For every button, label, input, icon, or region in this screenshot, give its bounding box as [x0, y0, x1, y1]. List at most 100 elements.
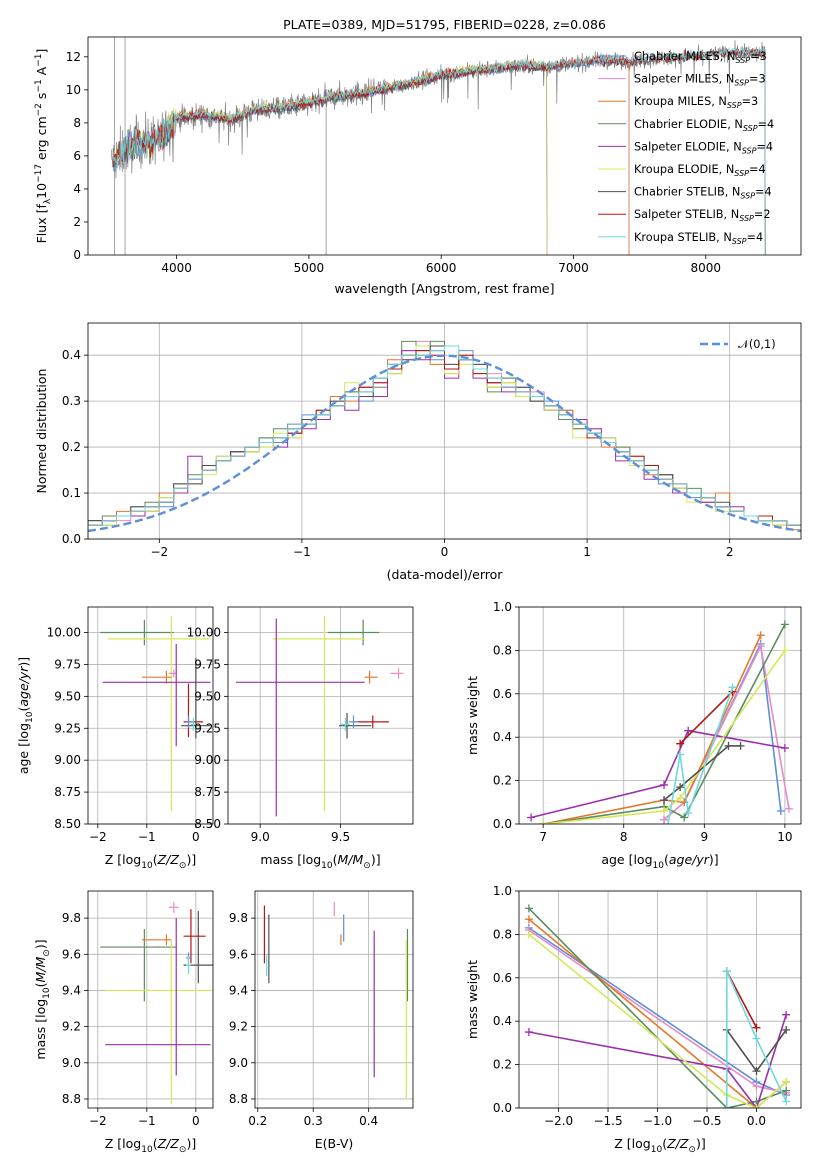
mass_vs_Z-axes: −2 −1 0 8.8 9.0 9.2 9.4 9.6 9.8 Z [log10(Z/Z⊙)] ma…	[33, 890, 214, 1155]
y-tick-label: 1.0	[493, 884, 512, 898]
age_vs_mass-frame	[227, 606, 414, 825]
age_vs_Z-frame	[87, 606, 214, 825]
spectrum-plot-area	[110, 37, 766, 255]
y-tick-label: 0.0	[493, 1101, 512, 1115]
series-marker	[664, 820, 673, 824]
series-8	[664, 683, 737, 824]
series-marker	[524, 915, 533, 924]
model-line-3	[112, 61, 548, 255]
errorbar-point-3	[168, 669, 177, 678]
x-tick-label: −1	[138, 830, 156, 844]
massweight_vs_age-frame	[518, 606, 802, 825]
legend-entry-5: Kroupa ELODIE, NSSP=4	[634, 163, 766, 178]
residual-frame	[87, 322, 802, 540]
x-tick-label: −2	[89, 830, 107, 844]
y-tick-label: 9.75	[194, 657, 221, 671]
massweight_vs_Z-xlabel: Z [log10(Z/Z⊙)]	[614, 1136, 705, 1155]
series-line	[543, 624, 786, 824]
x-tick-label: 0	[192, 1114, 200, 1128]
errorbar-point-2	[141, 670, 172, 684]
age_vs_mass-xlabel: mass [log10(M/M⊙)]	[260, 852, 380, 871]
series-7	[676, 687, 737, 748]
mass_vs_Z-plot-area	[100, 901, 213, 1105]
y-tick-label: 0.0	[493, 817, 512, 831]
series-marker	[782, 1025, 791, 1034]
x-tick-label: 9.5	[331, 830, 350, 844]
errorbar-point-4	[102, 644, 211, 747]
y-tick-label: 10	[66, 83, 81, 97]
x-tick-label: 10	[777, 830, 792, 844]
errorbar-point-2	[105, 918, 211, 1076]
y-tick-label: 0.4	[493, 730, 512, 744]
y-tick-label: 8.75	[54, 785, 81, 799]
x-tick-label: −1	[293, 545, 311, 559]
series-line	[528, 933, 787, 1108]
y-tick-label: 0.2	[62, 440, 81, 454]
series-marker	[736, 741, 745, 750]
y-tick-label: 0	[73, 248, 81, 262]
y-tick-label: 0.0	[62, 532, 81, 546]
series-marker	[752, 1082, 761, 1091]
errorbar-point-8	[340, 718, 351, 731]
y-tick-label: 9.0	[62, 1056, 81, 1070]
massweight_vs_age-xlabel: age [log10(age/yr)]	[601, 852, 718, 871]
errorbar-point-0	[100, 928, 177, 1002]
series-marker	[780, 646, 789, 655]
series-marker	[728, 683, 737, 692]
series-line	[663, 641, 782, 821]
massweight_vs_age-plot-area	[527, 620, 793, 824]
y-tick-label: 0.6	[493, 971, 512, 985]
x-tick-label: 0.2	[248, 1114, 267, 1128]
massweight_vs_Z-plot-area	[524, 904, 791, 1108]
series-line	[667, 687, 734, 824]
series-marker	[676, 739, 685, 748]
x-tick-label: 1	[583, 545, 591, 559]
spectrum-data-line	[110, 37, 766, 255]
mass_vs_Z-ylabel: mass [log10(M/M⊙)]	[33, 939, 52, 1059]
massweight_vs_Z-ylabel: mass weight	[465, 960, 480, 1039]
series-marker	[722, 967, 731, 976]
legend-entry-8: Kroupa STELIB, NSSP=4	[634, 231, 763, 246]
errorbar-point-4	[390, 668, 404, 679]
errorbar-point-5	[339, 712, 372, 739]
series-marker	[660, 815, 669, 824]
spectrum-title: PLATE=0389, MJD=51795, FIBERID=0228, z=0…	[283, 17, 606, 32]
series-line	[530, 729, 786, 819]
legend-entry-0: Chabrier MILES, NSSP=3	[634, 50, 767, 65]
y-tick-label: 8.8	[229, 1092, 248, 1106]
y-tick-label: 9.0	[229, 1056, 248, 1070]
errorbar-point-0	[327, 619, 380, 646]
series-marker	[784, 804, 793, 813]
age_vs_Z-plot-area	[100, 615, 211, 812]
gaussian-curve	[88, 354, 801, 533]
mass_vs_ebv-xlabel: E(B-V)	[315, 1136, 354, 1151]
y-tick-label: 8	[73, 116, 81, 130]
mass_vs_Z-xlabel: Z [log10(Z/Z⊙)]	[105, 1136, 196, 1155]
series-marker	[752, 1023, 761, 1032]
series-marker	[524, 904, 533, 913]
x-tick-label: −2	[89, 1114, 107, 1128]
mass_vs_Z-grid	[88, 891, 213, 1108]
series-marker	[524, 930, 533, 939]
y-tick-label: 9.8	[229, 911, 248, 925]
massweight_vs_Z-axes: −2.0 −1.5 −1.0 −0.5 0.0 0.0 0.2 0.4 0.6 0.8 1.0 Z […	[465, 884, 802, 1155]
x-tick-label: 9	[700, 830, 708, 844]
massweight_vs_age-axes: 7 8 9 10 0.0 0.2 0.4 0.6 0.8 1.0 age [log10(age/yr…	[465, 600, 802, 871]
spectrum-axes: 4000 5000 6000 7000 8000 0 2 4 6 8 10 12 Chabrier MI…	[34, 36, 802, 296]
series-line	[663, 643, 790, 821]
model-line-8	[112, 45, 766, 255]
series-0	[660, 639, 785, 824]
series-marker	[676, 750, 685, 759]
x-tick-label: 0.3	[304, 1114, 323, 1128]
x-tick-label: 0	[192, 830, 200, 844]
y-tick-label: 9.8	[62, 911, 81, 925]
series-marker	[782, 1086, 791, 1095]
errorbar-point-5	[181, 658, 211, 739]
spectrum-frame	[87, 36, 802, 256]
y-tick-label: 0.6	[493, 687, 512, 701]
series-marker	[680, 813, 689, 822]
errorbar-point-6	[353, 715, 389, 729]
x-tick-label: −2.0	[544, 1114, 573, 1128]
x-tick-label: 5000	[294, 261, 325, 275]
